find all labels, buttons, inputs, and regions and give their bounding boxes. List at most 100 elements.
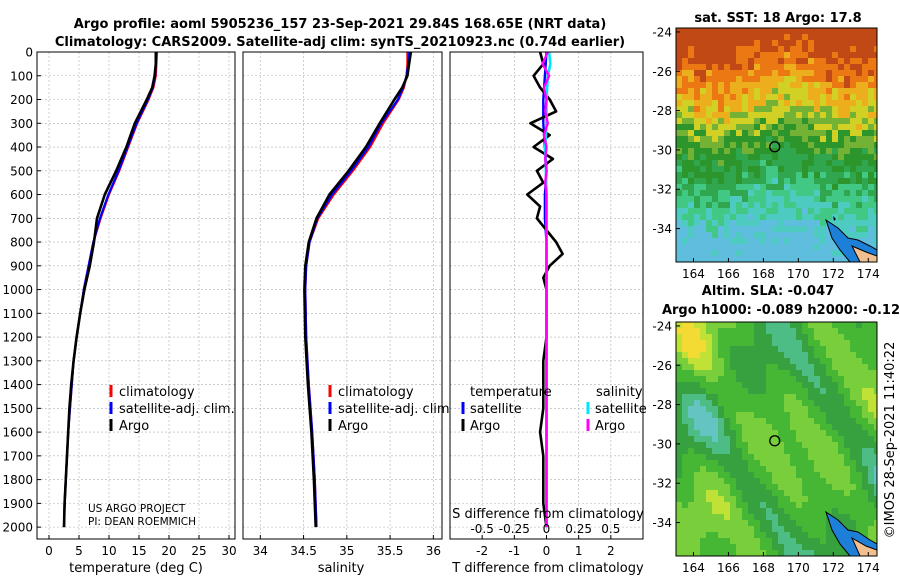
sla-cell xyxy=(700,508,707,515)
sla-cell xyxy=(676,370,683,377)
sla-cell xyxy=(742,394,749,401)
sla-cell xyxy=(814,538,821,545)
salinity-series xyxy=(303,52,413,528)
sla-cell xyxy=(754,328,761,335)
sst-cell xyxy=(826,136,833,143)
sla-cell xyxy=(706,526,713,533)
sla-cell xyxy=(682,460,689,467)
sst-cell xyxy=(688,178,695,185)
sla-cell xyxy=(790,340,797,347)
sst-cell xyxy=(802,238,809,245)
sst-cell xyxy=(688,94,695,101)
sla-cell xyxy=(700,478,707,485)
sst-cell xyxy=(844,172,851,179)
sst-cell xyxy=(838,82,845,89)
sla-cell xyxy=(868,466,875,473)
legend-temp-argo-label: Argo xyxy=(470,419,500,434)
sla-cell xyxy=(748,340,755,347)
sla-cell xyxy=(820,424,827,431)
sst-cell xyxy=(748,238,755,245)
sst-cell xyxy=(682,178,689,185)
sla-cell xyxy=(868,376,875,383)
sla-cell xyxy=(748,466,755,473)
sst-cell xyxy=(790,250,797,257)
sst-cell xyxy=(694,136,701,143)
sla-cell xyxy=(676,472,683,479)
sst-cell xyxy=(754,220,761,227)
sst-cell xyxy=(682,130,689,137)
sla-cell xyxy=(820,478,827,485)
sla-cell xyxy=(766,328,773,335)
sla-cell xyxy=(874,328,877,335)
sla-cell xyxy=(694,340,701,347)
sst-cell xyxy=(760,172,767,179)
sla-cell xyxy=(850,424,857,431)
sla-cell xyxy=(850,520,857,527)
sst-cell xyxy=(700,94,707,101)
sla-cell xyxy=(832,478,839,485)
sst-cell xyxy=(676,244,683,251)
sla-cell xyxy=(748,514,755,521)
sst-cell xyxy=(676,118,683,125)
sla-cell xyxy=(706,532,713,539)
sst-cell xyxy=(856,226,863,233)
sst-cell xyxy=(760,190,767,197)
sst-cell xyxy=(694,202,701,209)
sst-cell xyxy=(874,154,877,161)
sst-cell xyxy=(760,160,767,167)
sst-cell xyxy=(796,238,803,245)
sla-cell xyxy=(712,364,719,371)
sst-cell xyxy=(742,154,749,161)
sla-cell xyxy=(700,376,707,383)
sst-cell xyxy=(874,208,877,215)
sla-cell xyxy=(736,340,743,347)
sst-cell xyxy=(736,64,743,71)
sla-cell xyxy=(796,358,803,365)
sla-cell xyxy=(850,412,857,419)
sst-cell xyxy=(790,76,797,83)
sla-cell xyxy=(700,328,707,335)
sla-cell xyxy=(814,478,821,485)
sla-cell xyxy=(856,520,863,527)
sla-cell xyxy=(706,472,713,479)
sst-cell xyxy=(850,148,857,155)
sla-cell xyxy=(796,328,803,335)
sst-cell xyxy=(694,64,701,71)
sla-cell xyxy=(862,394,869,401)
sla-cell xyxy=(706,352,713,359)
sst-cell xyxy=(778,76,785,83)
sst-cell xyxy=(766,94,773,101)
sla-cell xyxy=(784,538,791,545)
sla-cell xyxy=(760,466,767,473)
sst-cell xyxy=(760,94,767,101)
sla-cell xyxy=(796,376,803,383)
sla-cell xyxy=(856,424,863,431)
sla-cell xyxy=(742,544,749,551)
sst-cell xyxy=(694,82,701,89)
sst-land-shape xyxy=(850,245,877,262)
sst-cell xyxy=(778,28,785,35)
sst-cell xyxy=(760,166,767,173)
lat-tick-label: -24 xyxy=(652,319,672,333)
sla-map: Altim. SLA: -0.047 Argo h1000: -0.089 h2… xyxy=(652,284,900,575)
sst-cell xyxy=(748,196,755,203)
sla-cell xyxy=(778,352,785,359)
sst-cell xyxy=(790,184,797,191)
sst-cell xyxy=(790,214,797,221)
sst-cell xyxy=(688,76,695,83)
sst-cell xyxy=(766,88,773,95)
sla-cell xyxy=(706,496,713,503)
sla-cell xyxy=(790,520,797,527)
sla-cell xyxy=(838,490,845,497)
sla-cell xyxy=(724,490,731,497)
sla-cell xyxy=(694,322,701,329)
sst-cell xyxy=(694,250,701,257)
sla-cell xyxy=(874,436,877,443)
sla-cell xyxy=(736,412,743,419)
sla-cell xyxy=(694,544,701,551)
sst-cell xyxy=(730,34,737,41)
sla-cell xyxy=(778,466,785,473)
sla-lon-axis: 164 166 168 170 172 174 xyxy=(682,552,880,575)
sst-cell xyxy=(832,82,839,89)
sla-cell xyxy=(874,508,877,515)
